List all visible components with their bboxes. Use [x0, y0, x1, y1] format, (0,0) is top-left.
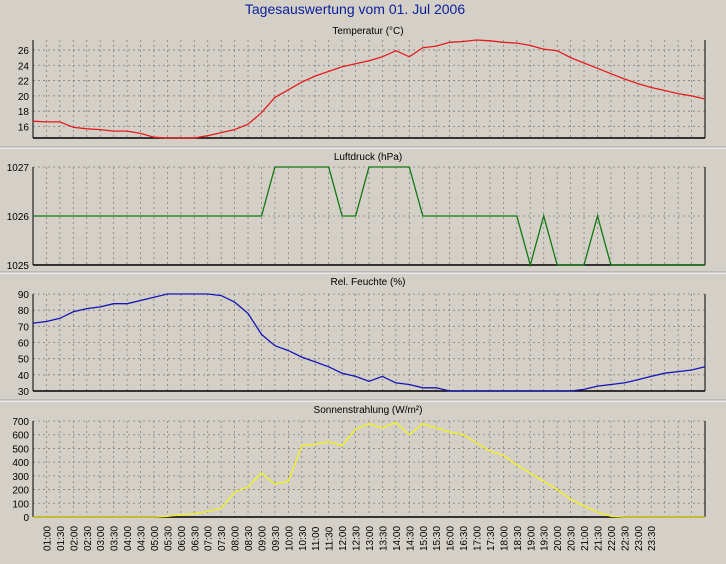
- x-tick-label: 19:30: [540, 526, 551, 551]
- x-tick-label: 01:00: [42, 526, 53, 551]
- y-tick-label: 30: [18, 387, 30, 398]
- x-tick-label: 18:30: [513, 526, 524, 551]
- x-tick-label: 23:30: [647, 526, 658, 551]
- x-tick-label: 17:30: [486, 526, 497, 551]
- x-tick-label: 17:00: [473, 526, 484, 551]
- x-tick-label: 16:00: [446, 526, 457, 551]
- y-tick-label: 100: [12, 499, 29, 510]
- x-tick-label: 20:30: [567, 526, 578, 551]
- x-tick-label: 08:00: [231, 526, 242, 551]
- charts-container: Temperatur (°C) 16 18 20 22 24 26 Luftdruck (hP…: [0, 26, 726, 524]
- series-line: [32, 39, 706, 139]
- x-tick-label: 23:00: [634, 526, 645, 551]
- x-tick-label: 11:00: [311, 526, 322, 551]
- x-tick-label: 12:00: [338, 526, 349, 551]
- y-tick-label: 300: [12, 472, 29, 483]
- x-tick-label: 16:30: [459, 526, 470, 551]
- x-tick-label: 01:30: [56, 526, 67, 551]
- y-tick-label: 40: [18, 371, 30, 382]
- y-tick-label: 200: [12, 486, 29, 497]
- x-tick-label: 14:00: [392, 526, 403, 551]
- x-tick-label: 09:00: [257, 526, 268, 551]
- x-tick-label: 10:30: [298, 526, 309, 551]
- x-tick-label: 06:00: [177, 526, 188, 551]
- chart-title: Temperatur (°C): [332, 26, 403, 37]
- y-tick-label: 1025: [7, 261, 30, 272]
- x-tick-label: 21:00: [580, 526, 591, 551]
- x-tick-label: 20:00: [553, 526, 564, 551]
- chart-panel-4: Sonnenstrahlung (W/m²) 0 100 200 300 400 500 60…: [0, 399, 726, 524]
- x-tick-label: 03:00: [96, 526, 107, 551]
- plot-area: [33, 40, 705, 138]
- x-tick-label: 14:30: [405, 526, 416, 551]
- y-tick-label: 16: [18, 123, 30, 134]
- chart-panel-3: Rel. Feuchte (%) 30 40 50 60 70 80 90: [0, 271, 726, 398]
- x-tick-label: 13:30: [378, 526, 389, 551]
- y-tick-label: 20: [18, 92, 30, 103]
- x-tick-label: 13:00: [365, 526, 376, 551]
- x-tick-label: 07:30: [217, 526, 228, 551]
- y-tick-label: 600: [12, 431, 29, 442]
- x-tick-label: 18:00: [499, 526, 510, 551]
- y-tick-label: 1026: [7, 212, 30, 223]
- x-tick-label: 22:30: [620, 526, 631, 551]
- x-tick-label: 12:30: [352, 526, 363, 551]
- x-tick-label: 19:00: [526, 526, 537, 551]
- y-tick-label: 24: [18, 61, 30, 72]
- chart-title: Sonnenstrahlung (W/m²): [314, 405, 423, 416]
- x-tick-label: 21:30: [593, 526, 604, 551]
- y-tick-label: 60: [18, 339, 30, 350]
- y-tick-label: 1027: [7, 163, 30, 174]
- x-tick-label: 08:30: [244, 526, 255, 551]
- x-tick-label: 09:30: [271, 526, 282, 551]
- x-tick-label: 06:30: [190, 526, 201, 551]
- x-tick-label: 10:00: [284, 526, 295, 551]
- x-tick-label: 02:30: [83, 526, 94, 551]
- y-tick-label: 70: [18, 322, 30, 333]
- x-tick-label: 07:00: [204, 526, 215, 551]
- chart-panel-2: Luftdruck (hPa) 1025 1026 1027: [0, 146, 726, 272]
- y-tick-label: 700: [12, 417, 29, 428]
- y-tick-label: 80: [18, 306, 30, 317]
- x-tick-label: 15:00: [419, 526, 430, 551]
- y-tick-label: 90: [18, 290, 30, 301]
- y-tick-label: 0: [23, 513, 29, 524]
- x-tick-label: 22:00: [607, 526, 618, 551]
- x-tick-label: 04:00: [123, 526, 134, 551]
- chart-panel-1: Temperatur (°C) 16 18 20 22 24 26: [18, 26, 706, 139]
- series-line: [32, 293, 706, 392]
- x-tick-label: 04:30: [137, 526, 148, 551]
- y-tick-label: 500: [12, 444, 29, 455]
- x-tick-label: 05:00: [150, 526, 161, 551]
- x-tick-label: 03:30: [110, 526, 121, 551]
- x-tick-label: 05:30: [163, 526, 174, 551]
- chart-title: Luftdruck (hPa): [334, 152, 402, 163]
- page-title: Tagesauswertung vom 01. Jul 2006: [245, 1, 465, 17]
- y-tick-label: 400: [12, 458, 29, 469]
- x-tick-label: 15:30: [432, 526, 443, 551]
- y-tick-label: 18: [18, 107, 30, 118]
- x-tick-label: 02:00: [69, 526, 80, 551]
- y-tick-label: 22: [18, 77, 30, 88]
- series-line: [33, 421, 705, 518]
- y-tick-label: 26: [18, 46, 30, 57]
- x-tick-label: 11:30: [325, 526, 336, 551]
- y-tick-label: 50: [18, 355, 30, 366]
- series-line: [33, 166, 705, 268]
- time-axis-labels: 01:00 01:30 02:00 02:30 03:00 03:30 04:00 04:30…: [42, 526, 658, 551]
- chart-title: Rel. Feuchte (%): [330, 277, 405, 288]
